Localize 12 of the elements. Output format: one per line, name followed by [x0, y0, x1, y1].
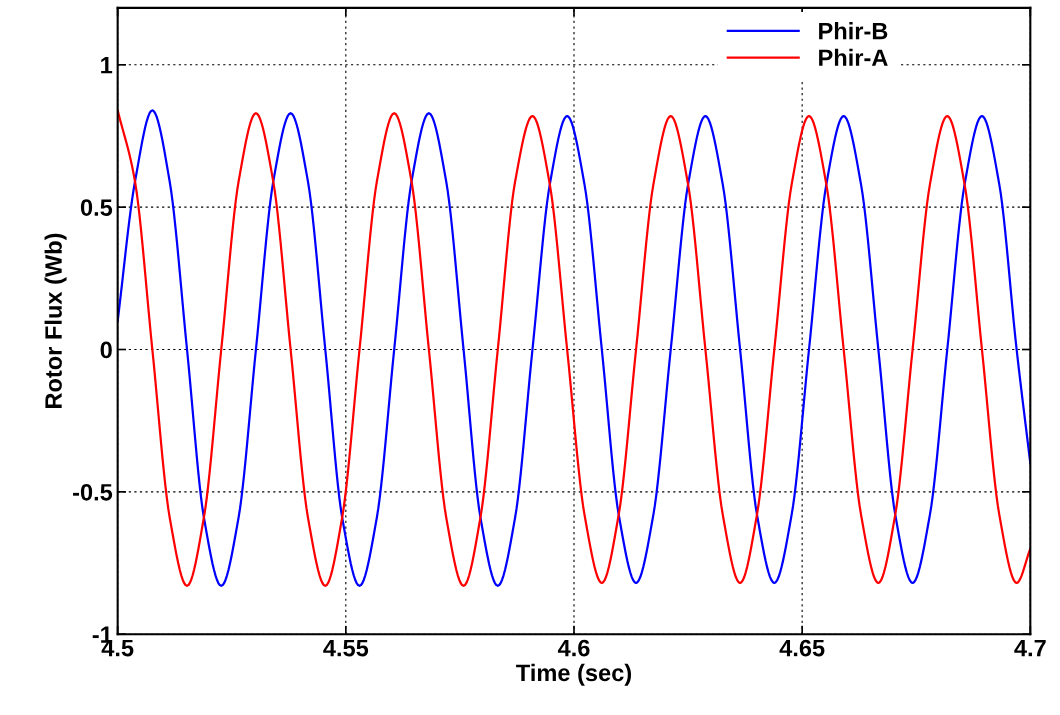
x-tick-label: 4.65 [779, 639, 825, 657]
legend-label: Phir-B [819, 22, 888, 40]
y-tick-label: -0.5 [73, 483, 113, 501]
y-axis-title: Rotor Flux (Wb) [44, 233, 67, 408]
y-tick-label: 0 [100, 341, 112, 359]
x-tick-label: 4.55 [323, 639, 369, 657]
y-tick-label: 0.5 [80, 199, 113, 216]
y-tick-label: 1 [101, 57, 113, 74]
x-tick-label: 4.6 [557, 639, 590, 657]
x-axis-title: Time (sec) [516, 663, 632, 686]
legend-label: Phir-A [819, 48, 888, 66]
x-tick-label: 4.7 [1014, 639, 1046, 657]
